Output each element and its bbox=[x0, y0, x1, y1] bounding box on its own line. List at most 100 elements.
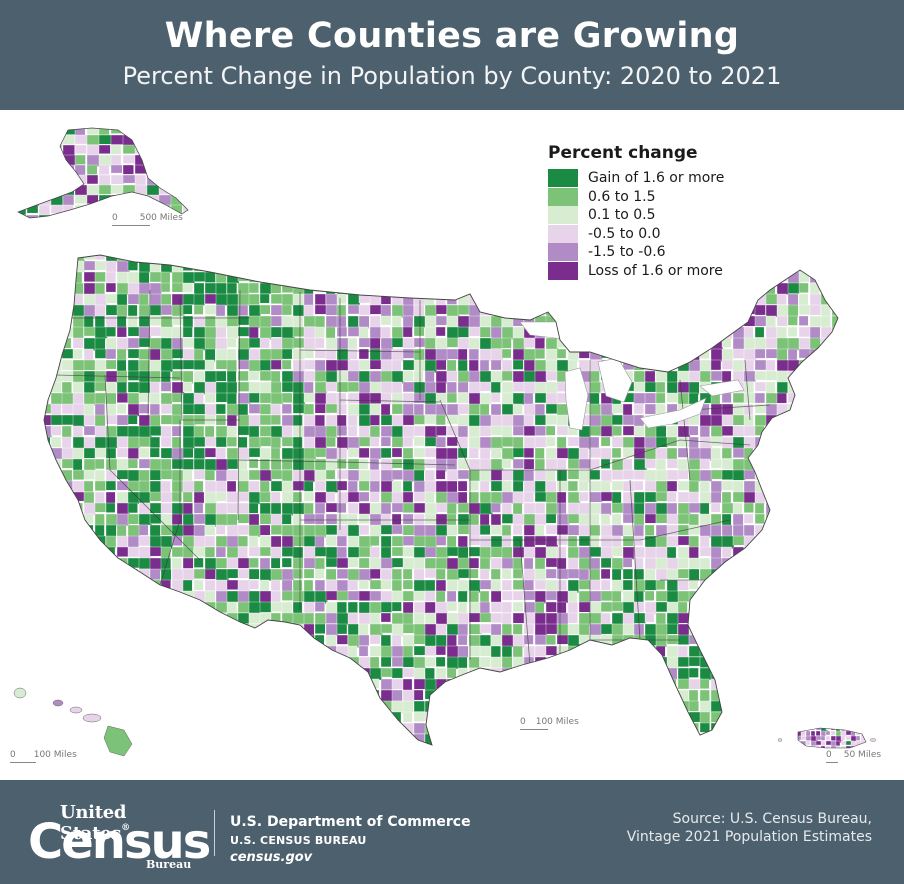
county-cell bbox=[501, 568, 512, 580]
county-cell bbox=[413, 436, 425, 447]
county-cell bbox=[600, 656, 612, 670]
county-cell bbox=[380, 535, 392, 549]
county-cell bbox=[83, 502, 96, 516]
county-cell bbox=[237, 304, 249, 316]
county-cell bbox=[534, 634, 547, 645]
county-cell bbox=[281, 480, 294, 494]
county-cell bbox=[72, 568, 85, 582]
county-cell bbox=[26, 134, 39, 145]
county-cell bbox=[732, 491, 745, 503]
county-cell bbox=[237, 447, 251, 460]
county-cell bbox=[787, 513, 800, 528]
county-cell bbox=[622, 425, 636, 436]
county-cell bbox=[710, 601, 723, 615]
county-cell bbox=[677, 436, 690, 447]
county-cell bbox=[468, 392, 481, 406]
county-cell bbox=[435, 271, 449, 282]
county-cell bbox=[413, 557, 425, 570]
county-cell bbox=[358, 612, 371, 625]
county-cell bbox=[380, 744, 391, 745]
county-cell bbox=[843, 503, 855, 514]
county-cell bbox=[578, 315, 591, 328]
county-cell bbox=[358, 255, 371, 262]
county-cell bbox=[292, 678, 304, 689]
county-cell bbox=[94, 700, 105, 713]
county-cell bbox=[622, 414, 635, 426]
county-cell bbox=[347, 392, 360, 404]
county-cell bbox=[116, 293, 128, 306]
county-cell bbox=[721, 656, 733, 668]
county-cell bbox=[237, 370, 249, 382]
county-cell bbox=[754, 634, 766, 645]
county-cell bbox=[204, 293, 218, 305]
county-cell bbox=[413, 502, 426, 514]
county-cell bbox=[325, 255, 338, 261]
county-cell bbox=[94, 689, 108, 703]
county-cell bbox=[237, 359, 251, 370]
county-cell bbox=[248, 502, 259, 514]
county-cell bbox=[843, 360, 853, 372]
county-cell bbox=[292, 255, 305, 262]
county-cell bbox=[149, 722, 160, 734]
county-cell bbox=[336, 293, 347, 304]
county-cell bbox=[765, 337, 779, 349]
county-cell bbox=[820, 535, 832, 549]
county-cell bbox=[545, 656, 559, 668]
county-cell bbox=[215, 700, 228, 714]
county-cell bbox=[798, 728, 801, 731]
county-cell bbox=[732, 315, 744, 326]
county-cell bbox=[215, 502, 228, 515]
county-cell bbox=[556, 634, 569, 645]
county-cell bbox=[44, 359, 50, 373]
county-cell bbox=[116, 678, 130, 690]
county-cell bbox=[611, 403, 625, 414]
county-cell bbox=[171, 513, 183, 525]
county-cell bbox=[787, 326, 798, 337]
county-cell bbox=[292, 722, 303, 736]
county-cell bbox=[644, 612, 655, 623]
county-cell bbox=[578, 480, 589, 492]
county-cell bbox=[798, 557, 811, 571]
county-cell bbox=[765, 370, 779, 381]
county-cell bbox=[259, 337, 270, 349]
county-cell bbox=[754, 557, 766, 570]
county-cell bbox=[314, 403, 326, 414]
county-cell bbox=[402, 370, 414, 382]
county-cell bbox=[787, 260, 799, 273]
county-cell bbox=[380, 403, 391, 416]
county-cell bbox=[809, 469, 823, 482]
county-cell bbox=[523, 271, 535, 282]
county-cell bbox=[110, 154, 122, 167]
county-cell bbox=[578, 678, 589, 692]
county-cell bbox=[765, 601, 776, 615]
county-cell bbox=[105, 326, 116, 337]
county-cell bbox=[237, 546, 248, 560]
county-cell bbox=[347, 304, 361, 315]
website-link[interactable]: census.gov bbox=[230, 850, 313, 865]
county-cell bbox=[798, 700, 810, 712]
county-cell bbox=[633, 337, 644, 351]
county-cell bbox=[798, 513, 809, 525]
county-cell bbox=[820, 656, 831, 668]
county-cell bbox=[776, 480, 790, 493]
county-cell bbox=[402, 403, 414, 416]
county-cell bbox=[281, 612, 295, 623]
county-cell bbox=[61, 282, 75, 294]
county-cell bbox=[204, 667, 218, 679]
county-cell bbox=[259, 579, 270, 592]
county-cell bbox=[83, 557, 94, 572]
county-cell bbox=[402, 458, 416, 471]
county-cell bbox=[259, 546, 271, 557]
county-cell bbox=[127, 348, 141, 359]
county-cell bbox=[732, 557, 746, 571]
county-cell bbox=[457, 634, 468, 646]
county-cell bbox=[843, 470, 853, 480]
county-cell bbox=[314, 744, 325, 745]
county-cell bbox=[50, 348, 62, 360]
county-cell bbox=[149, 414, 161, 428]
county-cell bbox=[732, 414, 746, 426]
county-cell bbox=[721, 634, 732, 647]
county-cell bbox=[776, 656, 789, 670]
county-cell bbox=[787, 447, 801, 460]
county-cell bbox=[83, 612, 95, 626]
